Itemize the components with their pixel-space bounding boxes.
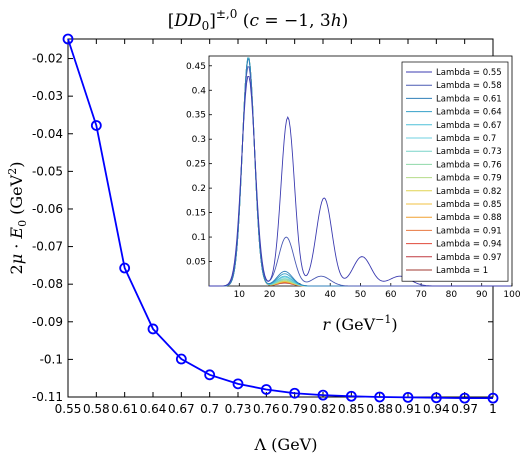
inset-y-tick-label: 0.45 [186,62,206,72]
main-x-tick-label: 0.76 [253,402,280,416]
main-data-point [402,391,414,403]
main-y-tick-label: -0.09 [32,315,63,329]
main-x-tick-label: 0.85 [338,402,365,416]
inset-y-tick-label: 0.15 [186,209,206,219]
inset-y-tick-label: 0.1 [192,233,206,243]
inset-legend-label: Lambda = 0.61 [436,94,502,104]
inset-legend-label: Lambda = 0.76 [436,160,502,170]
main-data-point [62,33,74,45]
main-x-tick-label: 0.7 [200,402,219,416]
main-data-point [430,392,442,404]
main-data-point [317,389,329,401]
main-data-point [204,369,216,381]
inset-x-tick-label: 90 [476,290,488,300]
inset-x-tick-label: 80 [446,290,458,300]
inset-y-tick-label: 0.05 [186,258,206,268]
main-y-axis-label: 2μ · E0 (GeV2) [6,162,29,275]
inset-legend-label: Lambda = 0.85 [436,200,502,210]
main-series [62,33,499,404]
main-x-tick-label: 0.94 [423,402,450,416]
main-x-tick-label: 1 [489,402,497,416]
inset-series-line [209,75,511,287]
inset-x-axis-label: r (GeV−1) [322,313,397,334]
main-data-point [147,323,159,335]
inset-legend-label: Lambda = 0.79 [436,174,502,184]
inset-legend-label: Lambda = 0.91 [436,226,502,236]
main-data-point [374,391,386,403]
main-x-tick-label: 0.64 [140,402,167,416]
main-x-tick-label: 0.73 [225,402,252,416]
main-series-line [67,38,493,400]
main-y-tick-label: -0.1 [40,352,63,366]
inset-legend-label: Lambda = 0.94 [436,240,502,250]
main-x-tick-label: 0.82 [310,402,337,416]
inset-legend-label: Lambda = 1 [436,266,488,276]
main-x-tick-label: 0.61 [111,402,138,416]
inset-x-tick-label: 30 [294,290,306,300]
main-y-tick-label: -0.11 [32,390,63,404]
main-x-tick-label: 0.97 [451,402,478,416]
main-data-point [459,392,471,404]
chart-title: [DD0]±,0 (c = −1, 3h) [168,7,349,33]
main-y-tick-label: -0.05 [32,164,63,178]
inset-legend-label: Lambda = 0.88 [436,213,502,223]
main-x-tick-label: 0.58 [83,402,110,416]
inset-legend-label: Lambda = 0.97 [436,253,502,263]
main-x-tick-label: 0.88 [366,402,393,416]
main-data-point [90,120,102,131]
inset-legend-label: Lambda = 0.7 [436,134,496,144]
main-y-tick-label: -0.04 [32,127,63,141]
inset-x-ticks: 10 20 30 40 50 60 70 80 90 100 [234,283,521,300]
inset-legend-label: Lambda = 0.55 [436,68,502,78]
main-plot-area: -0.02 -0.03 -0.04 -0.05 -0.06 -0.07 -0.08 -0.09… [32,33,499,416]
main-data-point [487,392,499,404]
inset-x-tick-label: 70 [415,290,427,300]
main-data-point [175,353,187,365]
main-x-tick-label: 0.55 [55,402,82,416]
inset-legend-label: Lambda = 0.73 [436,147,502,157]
inset-y-tick-label: 0.2 [192,184,206,194]
inset-legend-label: Lambda = 0.67 [436,121,502,131]
main-data-point [260,384,272,395]
main-y-tick-label: -0.08 [32,277,63,291]
main-data-point [289,387,301,399]
main-x-tick-label: 0.91 [395,402,422,416]
inset-x-tick-label: 20 [264,290,276,300]
main-x-tick-label: 0.67 [168,402,195,416]
inset-y-tick-label: 0.4 [192,86,207,96]
inset-series [209,57,511,287]
inset-legend-label: Lambda = 0.82 [436,187,502,197]
main-data-point [119,262,131,274]
inset-y-ticks: 0.05 0.1 0.15 0.2 0.25 0.3 0.35 0.4 0.45 [186,62,212,268]
main-x-ticks: 0.55 0.58 0.61 0.64 0.67 0.7 0.73 0.76 0.79 0.82 0… [55,39,497,416]
main-data-point [232,378,244,390]
inset-y-tick-label: 0.3 [192,135,206,145]
inset-y-tick-label: 0.25 [186,160,206,170]
inset-legend-label: Lambda = 0.64 [436,108,502,118]
main-y-ticks: -0.02 -0.03 -0.04 -0.05 -0.06 -0.07 -0.08 -0.09… [32,52,493,404]
main-x-axis-label: Λ (GeV) [254,435,318,454]
main-x-tick-label: 0.79 [281,402,308,416]
inset-x-tick-label: 40 [324,290,336,300]
inset-legend: Lambda = 0.55 Lambda = 0.58 Lambda = 0.61 L… [401,61,509,282]
main-y-tick-label: -0.06 [32,202,63,216]
main-y-tick-label: -0.02 [32,52,63,66]
main-y-tick-label: -0.03 [32,89,63,103]
inset-x-tick-label: 100 [503,290,520,300]
main-y-tick-label: -0.07 [32,240,63,254]
inset-x-tick-label: 50 [355,290,367,300]
main-data-point [345,390,357,402]
inset-legend-label: Lambda = 0.58 [436,81,502,91]
inset-y-tick-label: 0.35 [186,111,206,121]
inset-x-tick-label: 10 [234,290,246,300]
inset-x-tick-label: 60 [385,290,397,300]
inset-plot-area: 0.05 0.1 0.15 0.2 0.25 0.3 0.35 0.4 0.45 10 20 30 4… [186,55,521,300]
